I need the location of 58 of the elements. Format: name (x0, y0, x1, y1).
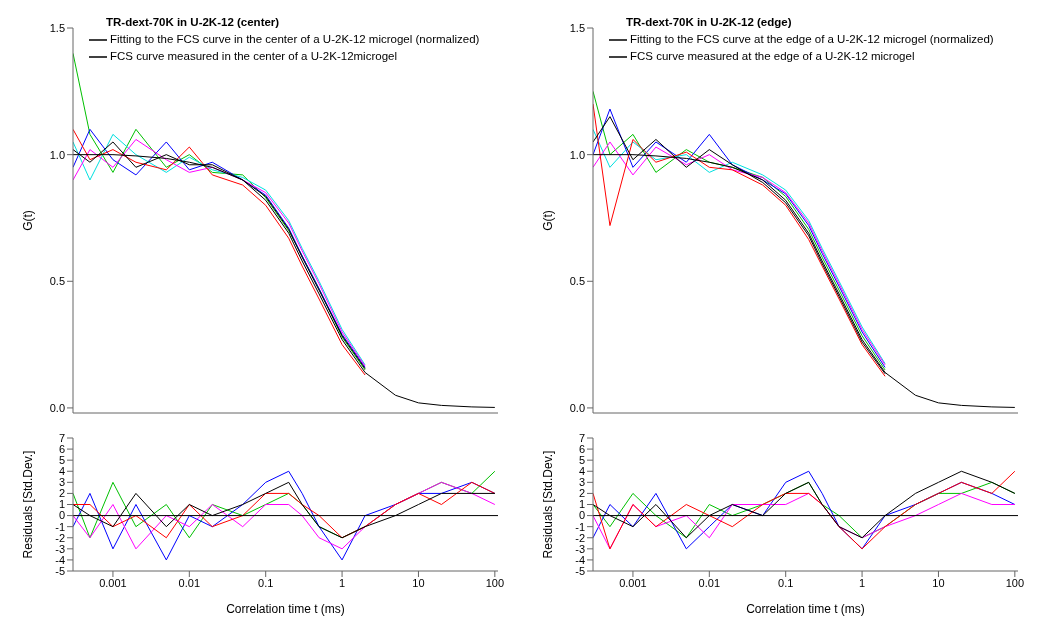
y-tick-label: 2 (578, 487, 585, 500)
legend-label: FCS curve measured in the center of a U-2K-12microgel (110, 49, 397, 64)
y-tick-label: 0 (58, 509, 65, 522)
y-tick-label: -4 (55, 553, 65, 566)
x-tick-label: 10 (932, 576, 945, 589)
x-tick-label: 1 (859, 576, 866, 589)
y-axis-title: G(t) (541, 210, 556, 231)
legend-label: FCS curve measured at the edge of a U-2K-12 microgel (630, 49, 915, 64)
y-tick-label: 1.0 (49, 148, 65, 161)
y-tick-label: 5 (58, 454, 65, 467)
y-tick-label: 1.5 (49, 21, 65, 34)
y-tick-label: 1.5 (569, 21, 585, 34)
y-tick-label: 1 (578, 498, 585, 511)
y-tick-label: 0 (578, 509, 585, 522)
y-tick-label: 1 (58, 498, 65, 511)
y-tick-label: 0.5 (49, 275, 65, 288)
x-tick-label: 10 (412, 576, 425, 589)
x-tick-label: 100 (485, 576, 505, 589)
x-tick-label: 100 (1005, 576, 1025, 589)
x-tick-label: 0.01 (178, 576, 201, 589)
y-tick-label: 5 (578, 454, 585, 467)
x-axis-title: Correlation time t (ms) (226, 602, 345, 616)
x-tick-label: 0.01 (698, 576, 721, 589)
y-tick-label: 4 (578, 465, 585, 478)
y-tick-label: 3 (578, 476, 585, 489)
y-tick-label: 6 (58, 442, 65, 455)
y-tick-label: 0.0 (49, 401, 65, 414)
y-tick-label: 7 (58, 431, 65, 444)
x-axis-title: Correlation time t (ms) (746, 602, 865, 616)
y-tick-label: 0.5 (569, 275, 585, 288)
y-tick-label: -2 (55, 531, 65, 544)
y-tick-label: 6 (578, 442, 585, 455)
y-tick-label: 3 (58, 476, 65, 489)
legend-title: TR-dext-70K in U-2K-12 (edge) (625, 15, 793, 30)
y-tick-label: -2 (575, 531, 585, 544)
legend-label: Fitting to the FCS curve in the center of a U-2K-12 microgel (normalized) (110, 32, 480, 47)
y-tick-label: 2 (58, 487, 65, 500)
x-tick-label: 0.001 (99, 576, 127, 589)
y-tick-label: -5 (55, 564, 65, 577)
y-tick-label: -1 (55, 520, 65, 533)
y-tick-label: -3 (575, 542, 585, 555)
y-axis-title: Residuals [Std.Dev.] (541, 450, 556, 559)
legend-label: Fitting to the FCS curve at the edge of a U-2K-12 microgel (normalized) (630, 32, 994, 47)
y-tick-label: 0.0 (569, 401, 585, 414)
x-tick-label: 0.1 (778, 576, 794, 589)
y-axis-title: G(t) (21, 210, 36, 231)
x-tick-label: 0.1 (258, 576, 274, 589)
y-axis-title: Residuals [Std.Dev.] (21, 450, 36, 559)
legend-title: TR-dext-70K in U-2K-12 (center) (105, 15, 281, 30)
y-tick-label: -5 (575, 564, 585, 577)
y-tick-label: 4 (58, 465, 65, 478)
y-tick-label: -1 (575, 520, 585, 533)
y-tick-label: 1.0 (569, 148, 585, 161)
y-tick-label: -4 (575, 553, 585, 566)
x-tick-label: 0.001 (619, 576, 647, 589)
y-tick-label: 7 (578, 431, 585, 444)
x-tick-label: 1 (339, 576, 346, 589)
y-tick-label: -3 (55, 542, 65, 555)
